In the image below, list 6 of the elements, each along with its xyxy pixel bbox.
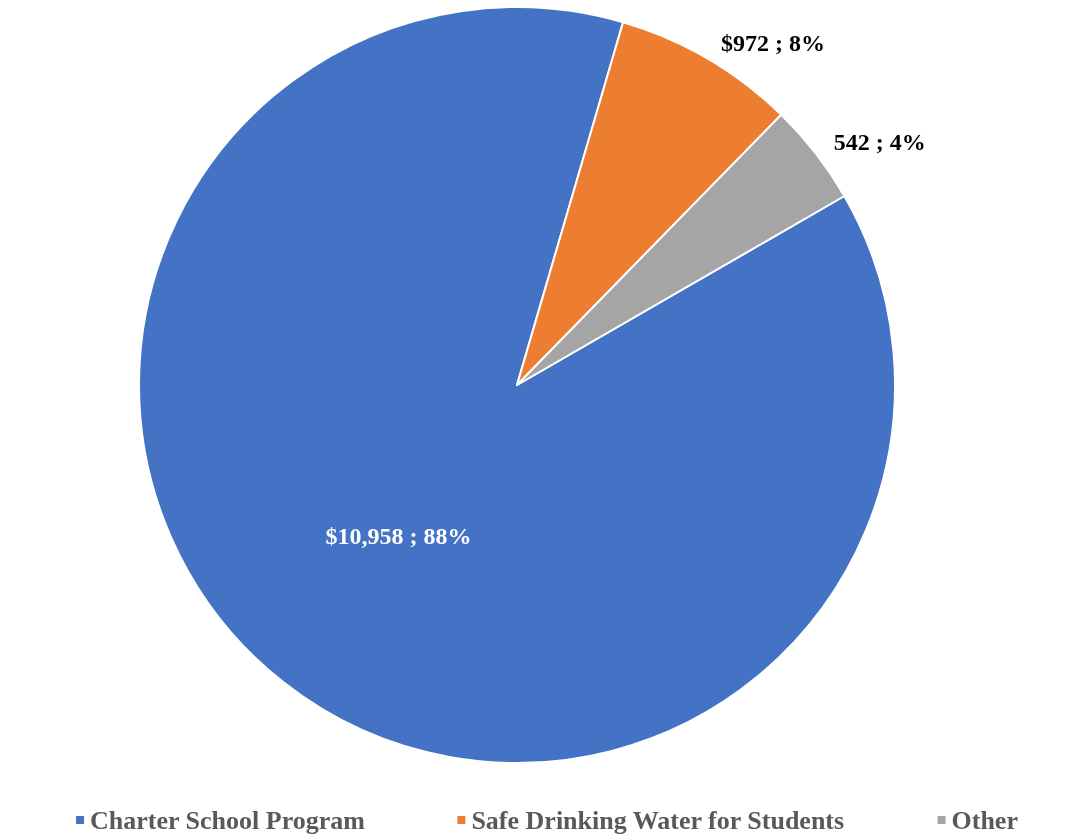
data-label: $972 ; 8% (720, 30, 825, 57)
legend-label: Charter School Program (90, 805, 366, 835)
data-label: 542 ; 4% (833, 129, 926, 156)
legend-label: Safe Drinking Water for Students (471, 805, 845, 835)
legend-label: Other (951, 805, 1018, 835)
data-label: $10,958 ; 88% (325, 522, 472, 549)
